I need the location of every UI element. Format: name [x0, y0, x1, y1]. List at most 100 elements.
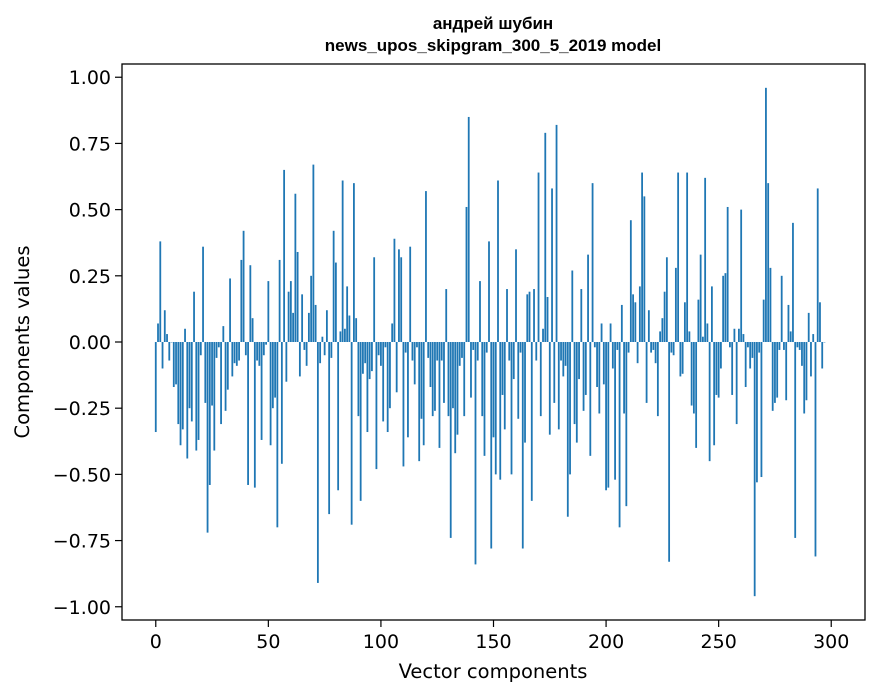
bar — [294, 193, 297, 342]
bar — [589, 342, 592, 456]
bar — [598, 342, 601, 414]
bar — [357, 342, 360, 417]
bar — [578, 342, 580, 380]
bar — [654, 342, 657, 364]
bar — [765, 87, 767, 342]
bar — [756, 342, 758, 483]
x-tick-label: 50 — [256, 631, 280, 653]
bar — [258, 342, 261, 366]
bar — [337, 342, 340, 491]
bar — [368, 342, 371, 380]
bar — [240, 259, 243, 342]
bar — [289, 281, 292, 342]
bar — [816, 188, 819, 342]
bar — [481, 342, 484, 417]
bar — [256, 342, 258, 361]
y-tick-label: 0.50 — [69, 200, 111, 222]
bar — [211, 342, 213, 406]
bar — [179, 342, 182, 446]
bar — [819, 302, 821, 342]
bar — [190, 342, 193, 422]
bar — [346, 286, 349, 342]
bar — [454, 342, 457, 454]
bar — [524, 342, 526, 443]
bar — [697, 299, 700, 342]
bar — [157, 323, 159, 342]
bar — [607, 342, 610, 488]
bar — [265, 342, 267, 345]
bar — [724, 273, 727, 342]
bar — [348, 315, 351, 342]
bar — [690, 342, 693, 406]
bar — [332, 230, 335, 342]
bar — [530, 342, 533, 501]
bar — [762, 299, 765, 342]
x-tick-label: 0 — [150, 631, 162, 653]
bar — [760, 342, 763, 478]
bar — [330, 342, 333, 358]
bar — [206, 342, 209, 533]
y-tick-label: 0.00 — [69, 332, 111, 354]
bar — [400, 257, 403, 342]
bar — [582, 342, 585, 411]
bar — [665, 257, 668, 342]
bar — [638, 286, 641, 342]
bar — [301, 294, 304, 342]
bar — [544, 132, 547, 342]
bar — [276, 342, 279, 528]
bar — [321, 336, 324, 342]
bar — [566, 342, 569, 517]
bar — [447, 342, 450, 417]
bar — [159, 241, 162, 342]
x-tick-label: 200 — [588, 631, 624, 653]
bar — [427, 342, 430, 358]
bar — [440, 342, 443, 361]
bar — [226, 342, 229, 390]
bar — [436, 342, 439, 361]
bar — [380, 342, 382, 366]
bar — [404, 342, 407, 353]
bar — [213, 342, 216, 451]
bar — [623, 342, 625, 414]
bar — [429, 342, 432, 388]
bar — [470, 342, 472, 398]
bar — [747, 342, 749, 348]
bar — [650, 342, 653, 353]
bar — [600, 323, 603, 342]
bar — [375, 342, 378, 470]
bar — [452, 342, 454, 409]
bar — [796, 342, 799, 348]
bar — [733, 328, 736, 342]
bar — [634, 302, 637, 342]
bar — [587, 254, 589, 342]
bar — [314, 304, 317, 342]
bar — [801, 342, 803, 366]
bar — [670, 342, 673, 353]
bar — [564, 342, 567, 366]
bar — [168, 342, 171, 361]
bar — [677, 172, 680, 342]
bar — [220, 342, 222, 425]
bar — [373, 257, 376, 342]
bar — [231, 342, 234, 377]
bar — [298, 342, 301, 377]
bar — [418, 342, 421, 462]
bar — [506, 289, 508, 342]
bar — [571, 270, 574, 342]
bar — [312, 164, 315, 342]
bar — [328, 342, 331, 515]
bar — [749, 342, 752, 369]
x-tick-label: 150 — [475, 631, 511, 653]
bar — [780, 275, 783, 342]
bar — [528, 291, 531, 342]
bar — [287, 291, 290, 342]
bar — [181, 342, 184, 430]
bar — [411, 342, 414, 361]
bar — [161, 342, 164, 369]
bar — [458, 342, 461, 366]
bar — [323, 342, 326, 356]
chart-title-line-1: андрей шубин — [433, 14, 553, 33]
bar — [560, 342, 562, 361]
bar — [643, 196, 646, 342]
x-tick-label: 300 — [813, 631, 849, 653]
